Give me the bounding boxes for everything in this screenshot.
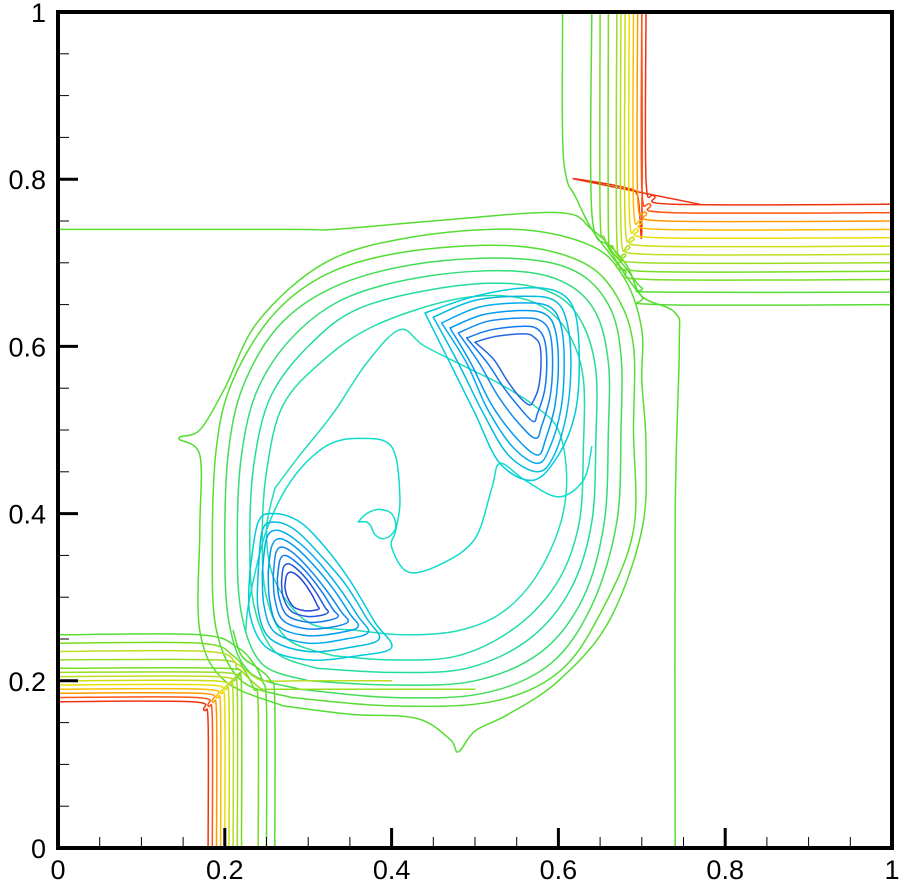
- axis-tick-labels: 0 0.2 0.4 0.6 0.8 1 0 0.2 0.4 0.6 0.8 1: [8, 0, 899, 885]
- contour-21: [267, 537, 360, 637]
- x-tick-label: 0: [50, 855, 65, 885]
- contour-52: [561, 12, 892, 306]
- y-tick-label: 0: [31, 834, 46, 864]
- contour-4: [224, 257, 623, 699]
- contour-9: [244, 437, 593, 632]
- contour-36: [58, 649, 393, 682]
- contour-10: [357, 508, 397, 540]
- contour-45: [627, 12, 892, 240]
- plot-frame: [56, 10, 894, 850]
- contour-26: [58, 700, 210, 848]
- contour-11: [424, 286, 581, 482]
- x-tick-label: 0.8: [706, 855, 744, 885]
- contour-19: [256, 521, 381, 653]
- contour-33: [58, 671, 239, 848]
- contour-2: [178, 228, 648, 753]
- contour-28: [58, 691, 218, 848]
- x-tick-label: 0.4: [373, 855, 411, 885]
- contour-32: [58, 675, 235, 848]
- x-tick-label: 1: [884, 855, 899, 885]
- contour-30: [58, 683, 226, 848]
- x-tick-label: 0.6: [540, 855, 578, 885]
- contour-8: [265, 328, 568, 636]
- contour-50: [599, 12, 892, 281]
- contour-lines: [58, 12, 892, 848]
- contour-7: [261, 294, 586, 661]
- contour-46: [623, 12, 892, 248]
- contour-5: [236, 269, 611, 686]
- contour-34: [58, 666, 243, 848]
- contour-23: [276, 554, 340, 624]
- contour-37: [58, 641, 260, 848]
- contour-20: [261, 529, 370, 645]
- contour-22: [272, 546, 350, 630]
- contour-38: [58, 633, 268, 848]
- contour-13: [440, 302, 565, 465]
- y-tick-label: 0.4: [8, 500, 46, 530]
- contour-24: [280, 563, 330, 618]
- contour-47: [619, 12, 892, 256]
- contour-16: [465, 325, 548, 423]
- contour-12: [432, 295, 572, 473]
- contour-29: [58, 687, 222, 848]
- contour-17: [474, 333, 542, 406]
- contour-14: [449, 309, 560, 456]
- contour-42: [640, 12, 892, 214]
- contour-1: [58, 211, 681, 848]
- contour-15: [457, 317, 554, 440]
- contour-44: [632, 12, 892, 231]
- contour-51: [589, 12, 892, 294]
- y-tick-label: 0.2: [8, 667, 46, 697]
- contour-6: [249, 282, 598, 674]
- contour-39: [232, 629, 276, 848]
- contour-49: [607, 12, 892, 273]
- contour-48: [615, 12, 892, 265]
- contour-31: [58, 679, 231, 848]
- contour-25: [284, 571, 321, 612]
- contour-18: [247, 512, 393, 661]
- y-tick-label: 0.8: [8, 165, 46, 195]
- y-tick-label: 0.6: [8, 332, 46, 362]
- contour-43: [636, 12, 892, 223]
- contour-41: [644, 12, 892, 206]
- contour-35: [58, 658, 476, 691]
- axis-ticks: [58, 53, 851, 848]
- contour-3: [211, 244, 637, 708]
- x-tick-label: 0.2: [206, 855, 244, 885]
- y-tick-label: 1: [31, 0, 46, 28]
- contour-27: [58, 696, 214, 848]
